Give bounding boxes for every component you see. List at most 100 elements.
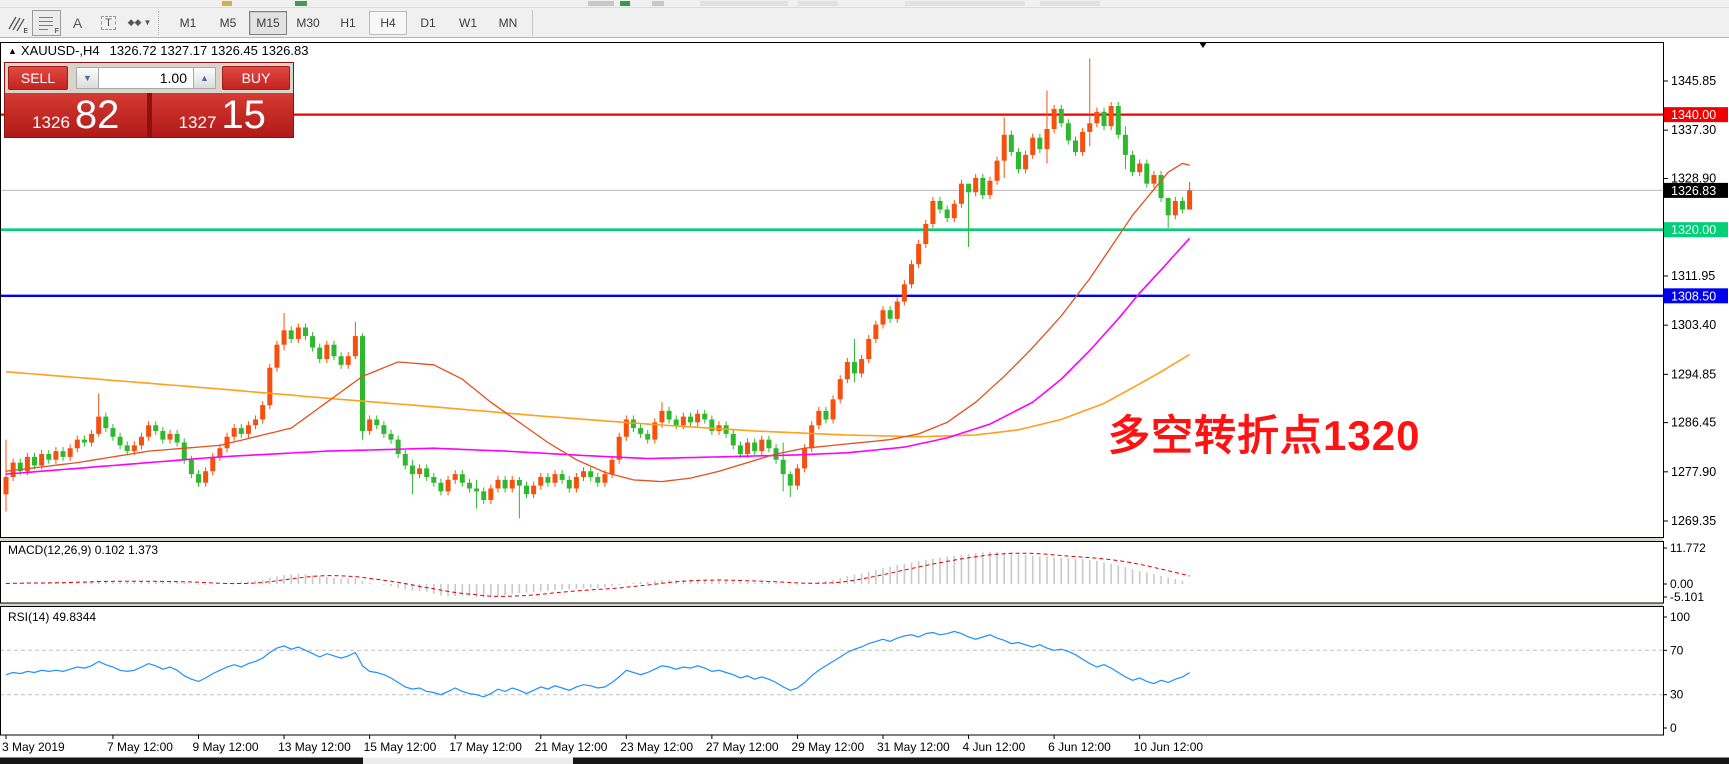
bottom-strip-gap: [363, 757, 573, 764]
timeframe-button-d1[interactable]: D1: [420, 15, 436, 30]
time-tick-label: 3 May 2019: [2, 740, 65, 754]
order-entry-row: SELL ▼ 1.00 ▲ BUY: [5, 63, 293, 93]
volume-increase-button[interactable]: ▲: [193, 67, 216, 89]
toolbar-fragment-icon: [652, 1, 664, 6]
chevron-down-icon: ▼: [143, 18, 152, 27]
time-tick-label: 10 Jun 12:00: [1134, 740, 1204, 754]
price-tick-label: 1277.90: [1671, 465, 1716, 479]
toolbar-fragment-icon: [1040, 1, 1100, 6]
panel-divider-2[interactable]: [0, 603, 1663, 607]
current-price-badge: [1664, 182, 1728, 198]
one-click-trading-panel: SELL ▼ 1.00 ▲ BUY 1326 82 1327 15: [4, 62, 294, 138]
rsi-panel[interactable]: RSI(14) 49.8344: [0, 606, 1664, 736]
macd-plot-border: [0, 541, 1664, 604]
time-tick-label: 23 May 12:00: [620, 740, 693, 754]
buy-price-pips: 15: [221, 93, 266, 137]
pivot-price-badge: [1664, 222, 1728, 238]
sell-price-handle: 1326: [32, 113, 70, 132]
price-tick-label: 1269.35: [1671, 514, 1716, 528]
rsi-axis-label: 100: [1670, 610, 1690, 624]
main-plot-border: [0, 42, 1664, 538]
toolbar-fragment-icon: [798, 1, 838, 6]
collapse-triangle-icon: ▲: [8, 46, 17, 56]
macd-axis-label: 11.772: [1670, 541, 1706, 555]
time-tick-label: 4 Jun 12:00: [963, 740, 1026, 754]
grid-icon-glyph: [38, 16, 53, 30]
rsi-label: RSI(14) 49.8344: [8, 610, 96, 624]
charts-toolbar: E F A T ◆◆ ▼ M1 M5 M15 M30 H1 H4 D1 W1 MN: [0, 8, 1729, 38]
price-tick-label: 1294.85: [1671, 367, 1716, 381]
price-shift-marker-icon[interactable]: [1199, 42, 1207, 48]
time-tick-label: 15 May 12:00: [364, 740, 437, 754]
bottom-strip-left: [0, 757, 363, 764]
text-label-icon[interactable]: A: [72, 14, 83, 31]
time-tick-label: 7 May 12:00: [107, 740, 173, 754]
timeframe-button-m1[interactable]: M1: [179, 15, 197, 30]
current-price-badge-label: 1326.83: [1671, 184, 1716, 198]
rsi-line: [5, 630, 1190, 698]
support-price-badge: [1664, 288, 1728, 304]
timeframe-button-w1[interactable]: W1: [459, 15, 477, 30]
buy-price-tile[interactable]: 1327 15: [151, 93, 293, 137]
timeframe-button-mn[interactable]: MN: [498, 15, 518, 30]
toolbar-fragment-icon: [222, 1, 232, 6]
text-box-icon[interactable]: T: [94, 10, 123, 36]
volume-decrease-button[interactable]: ▼: [76, 67, 99, 89]
timeframe-button-h1[interactable]: H1: [340, 15, 356, 30]
macd-axis-label: 0.00: [1670, 577, 1694, 591]
time-tick-label: 21 May 12:00: [535, 740, 608, 754]
price-tick-label: 1337.30: [1671, 123, 1716, 137]
timeframe-button-group: M1 M5 M15 M30 H1 H4 D1 W1 MN: [168, 10, 528, 35]
toolbar-fragment-icon: [588, 1, 614, 6]
macd-axis-label: -5.101: [1670, 590, 1704, 604]
pitchfork-icon[interactable]: E: [1, 10, 30, 36]
time-tick-label: 6 Jun 12:00: [1048, 740, 1111, 754]
toolbar-separator-2: [532, 9, 533, 36]
resistance-price-badge: [1664, 107, 1728, 123]
buy-price-handle: 1327: [178, 113, 217, 132]
price-tick-label: 1303.40: [1671, 318, 1716, 332]
timeframe-button-m30[interactable]: M30: [296, 15, 320, 30]
macd-panel[interactable]: MACD(12,26,9) 0.102 1.373: [0, 541, 1664, 604]
ma-fast-line: [5, 162, 1190, 483]
chart-title: ▲ XAUUSD-,H4 1326.72 1327.17 1326.45 1326.…: [8, 43, 308, 58]
time-tick-label: 29 May 12:00: [791, 740, 864, 754]
support-price-badge-label: 1308.50: [1671, 289, 1716, 303]
time-tick-label: 13 May 12:00: [278, 740, 351, 754]
sell-price-pips: 82: [74, 93, 120, 137]
timeframe-button-m15[interactable]: M15: [249, 10, 287, 35]
volume-input[interactable]: 1.00: [99, 67, 193, 89]
sell-price-tile[interactable]: 1326 82: [5, 93, 147, 137]
macd-signal-line: [5, 552, 1190, 597]
grid-icon[interactable]: F: [32, 9, 61, 36]
toolbar-fragment-icon: [700, 1, 788, 6]
price-tick-label: 1286.45: [1671, 416, 1716, 430]
pitchfork-icon-glyph: [7, 16, 25, 31]
bottom-strip-right: [573, 757, 1729, 764]
rsi-axis-label: 30: [1670, 688, 1684, 702]
toolbar-separator: [158, 10, 165, 35]
ohlc-values: 1326.72 1327.17 1326.45 1326.83: [109, 43, 309, 58]
price-tick-label: 1345.85: [1671, 74, 1716, 88]
main-price-panel[interactable]: [0, 42, 1663, 519]
pivot-price-badge-label: 1320.00: [1671, 223, 1716, 237]
buy-button[interactable]: BUY: [222, 66, 290, 90]
ma-mid-line: [5, 237, 1191, 475]
time-tick-label: 27 May 12:00: [706, 740, 779, 754]
time-axis[interactable]: 3 May 2019 7 May 12:00 9 May 12:00 13 May 1…: [2, 735, 1203, 754]
time-tick-label: 17 May 12:00: [449, 740, 522, 754]
arrow-styles-icon[interactable]: ◆◆ ▼: [127, 17, 152, 27]
timeframe-button-m5[interactable]: M5: [219, 15, 237, 30]
partial-toolbar-row: [0, 0, 1729, 8]
panel-divider-1[interactable]: [0, 538, 1663, 541]
price-tick-label: 1311.95: [1671, 269, 1715, 283]
rsi-plot-border: [0, 606, 1664, 736]
time-tick-label: 9 May 12:00: [193, 740, 259, 754]
price-tick-label: 1328.90: [1671, 171, 1716, 185]
timeframe-button-h4[interactable]: H4: [369, 10, 407, 35]
price-axis[interactable]: 1345.85 1337.30 1328.90 1311.95 1303.40 1294.…: [1663, 74, 1728, 735]
symbol-period-label: XAUUSD-,H4: [20, 43, 100, 58]
sell-button[interactable]: SELL: [8, 66, 68, 90]
